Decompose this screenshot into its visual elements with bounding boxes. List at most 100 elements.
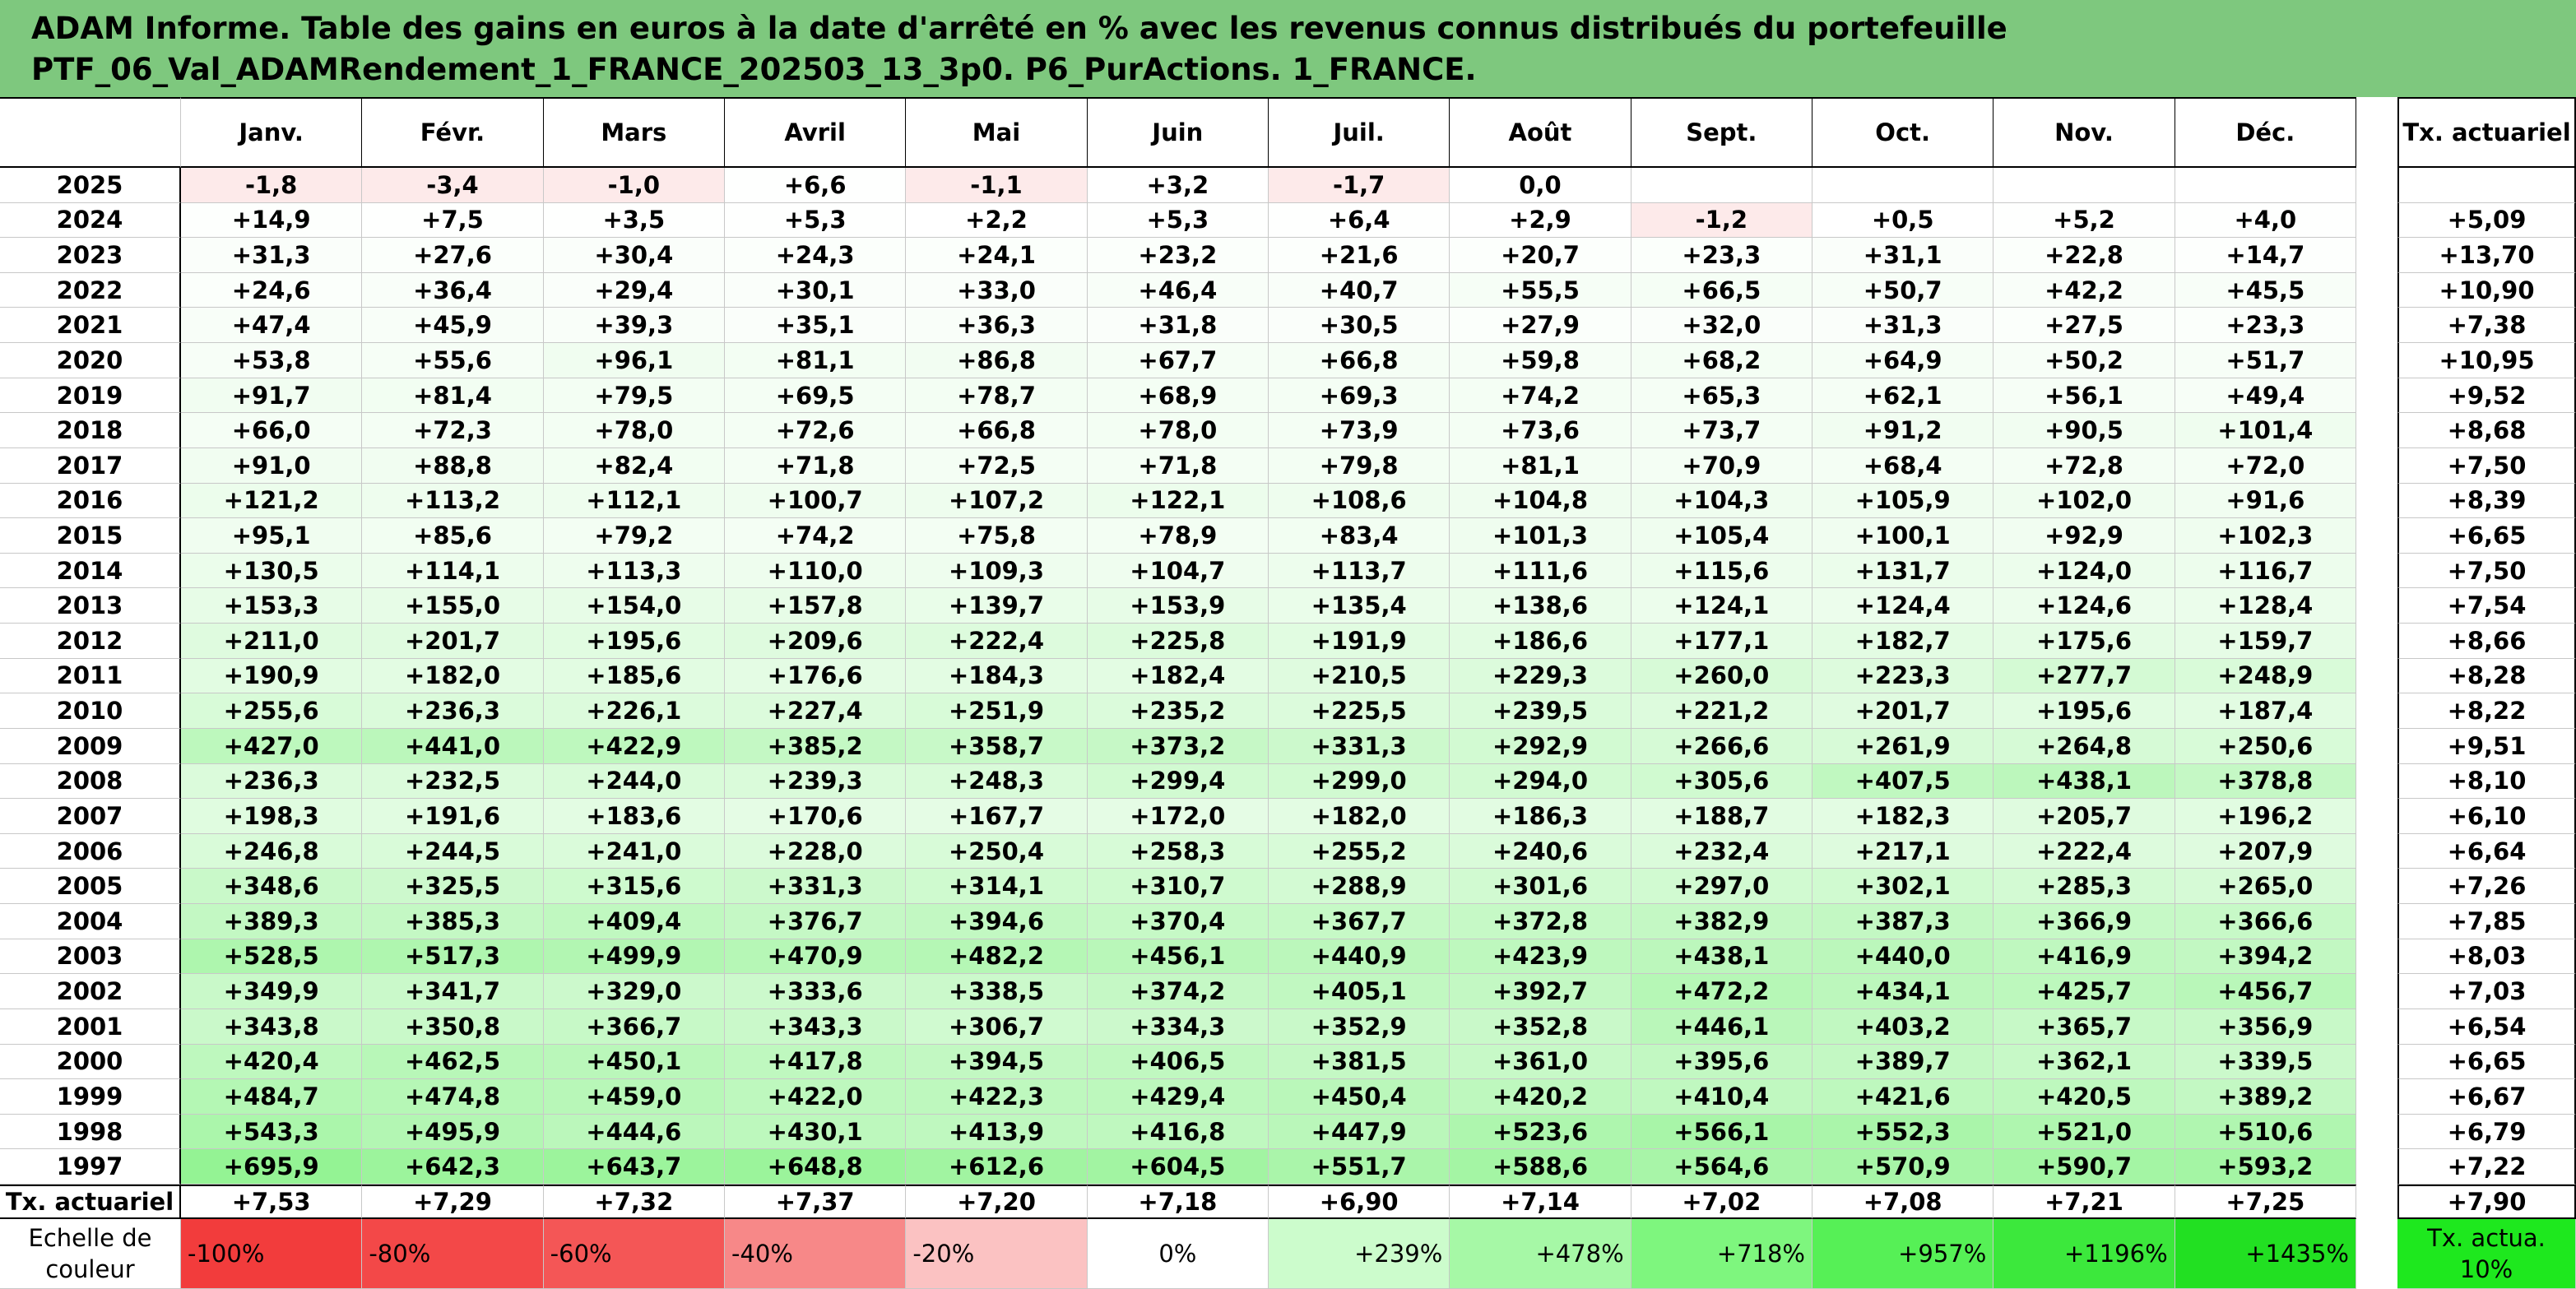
- value-cell: +66,5: [1631, 272, 1812, 308]
- value-cell: +72,8: [1993, 447, 2175, 484]
- rate-cell: +8,68: [2397, 413, 2576, 448]
- value-cell: +102,0: [1993, 483, 2175, 519]
- value-cell: +266,6: [1631, 728, 1812, 764]
- value-cell: +22,8: [1993, 238, 2175, 273]
- scale-cell: 0%: [1087, 1219, 1269, 1289]
- value-cell: +124,6: [1993, 588, 2175, 624]
- value-cell: +68,4: [1812, 447, 1994, 484]
- value-cell: +30,1: [725, 272, 907, 308]
- value-cell: +124,0: [1993, 553, 2175, 589]
- value-cell: +131,7: [1812, 553, 1994, 589]
- value-cell: +642,3: [362, 1149, 544, 1185]
- value-cell: +394,2: [2175, 939, 2356, 975]
- value-cell: +367,7: [1269, 904, 1450, 939]
- value-cell: +447,9: [1269, 1114, 1450, 1150]
- value-cell: +109,3: [906, 553, 1088, 589]
- value-cell: +240,6: [1450, 833, 1631, 869]
- value-cell: +135,4: [1269, 588, 1450, 624]
- value-cell: -1,8: [181, 168, 363, 203]
- value-cell: +417,8: [725, 1044, 907, 1080]
- value-cell: +42,2: [1993, 272, 2175, 308]
- year-cell: 2004: [0, 904, 181, 939]
- value-cell: +264,8: [1993, 728, 2175, 764]
- value-cell: +50,2: [1993, 343, 2175, 378]
- rate-cell: +7,54: [2397, 588, 2576, 624]
- value-cell: +299,0: [1269, 763, 1450, 800]
- value-cell: +352,9: [1269, 1008, 1450, 1045]
- scale-cell: +1196%: [1993, 1219, 2175, 1289]
- month-header: Juin: [1087, 97, 1269, 168]
- rate-cell: +6,67: [2397, 1079, 2576, 1115]
- value-cell: +239,3: [725, 763, 907, 800]
- value-cell: +0,5: [1812, 202, 1994, 239]
- value-cell: +30,4: [543, 238, 725, 273]
- value-cell: +186,3: [1450, 799, 1631, 834]
- month-header: Janv.: [181, 97, 363, 168]
- value-cell: +31,3: [1812, 308, 1994, 344]
- rate-cell: +6,65: [2397, 518, 2576, 554]
- value-cell: +209,6: [725, 624, 907, 659]
- value-cell: +305,6: [1631, 763, 1812, 800]
- value-cell: +422,9: [543, 728, 725, 764]
- month-header: Févr.: [362, 97, 544, 168]
- value-cell: +29,4: [543, 272, 725, 308]
- value-cell: +381,5: [1269, 1044, 1450, 1080]
- value-cell: +182,0: [1269, 799, 1450, 834]
- value-cell: +81,4: [362, 378, 544, 414]
- rate-cell: +6,64: [2397, 833, 2576, 869]
- value-cell: +236,3: [362, 693, 544, 729]
- summary-cell: +7,02: [1631, 1185, 1812, 1219]
- scale-cell: +239%: [1269, 1219, 1450, 1289]
- value-cell: +430,1: [725, 1114, 907, 1150]
- value-cell: +78,7: [906, 378, 1088, 414]
- value-cell: +394,6: [906, 904, 1088, 939]
- value-cell: +385,3: [362, 904, 544, 939]
- rate-cell: +13,70: [2397, 238, 2576, 273]
- value-cell: +66,8: [1269, 343, 1450, 378]
- value-cell: +47,4: [181, 308, 363, 344]
- value-cell: +438,1: [1631, 939, 1812, 975]
- value-cell: +416,9: [1993, 939, 2175, 975]
- value-cell: +552,3: [1812, 1114, 1994, 1150]
- value-cell: +551,7: [1269, 1149, 1450, 1185]
- year-cell: 2021: [0, 308, 181, 344]
- value-cell: +196,2: [2175, 799, 2356, 834]
- value-cell: +113,7: [1269, 553, 1450, 589]
- value-cell: +248,3: [906, 763, 1088, 800]
- value-cell: [1812, 168, 1994, 203]
- value-cell: +39,3: [543, 308, 725, 344]
- value-cell: +124,4: [1812, 588, 1994, 624]
- rate-cell: +10,95: [2397, 343, 2576, 378]
- value-cell: +444,6: [543, 1114, 725, 1150]
- value-cell: +68,2: [1631, 343, 1812, 378]
- value-cell: +310,7: [1087, 869, 1269, 905]
- value-cell: +389,2: [2175, 1079, 2356, 1115]
- title: ADAM Informe. Table des gains en euros à…: [31, 11, 2007, 46]
- value-cell: +190,9: [181, 658, 363, 694]
- value-cell: +91,0: [181, 447, 363, 484]
- value-cell: +246,8: [181, 833, 363, 869]
- value-cell: +420,5: [1993, 1079, 2175, 1115]
- value-cell: +56,1: [1993, 378, 2175, 414]
- value-cell: +373,2: [1087, 728, 1269, 764]
- rate-cell: +7,26: [2397, 869, 2576, 905]
- value-cell: +14,9: [181, 202, 363, 239]
- value-cell: +517,3: [362, 939, 544, 975]
- scale-cell: +957%: [1812, 1219, 1994, 1289]
- value-cell: +217,1: [1812, 833, 1994, 869]
- rate-cell: +8,66: [2397, 624, 2576, 659]
- value-cell: +338,5: [906, 974, 1088, 1009]
- value-cell: +187,4: [2175, 693, 2356, 729]
- value-cell: +306,7: [906, 1008, 1088, 1045]
- rate-cell: +6,10: [2397, 799, 2576, 834]
- rate-cell: +8,22: [2397, 693, 2576, 729]
- rate-cell: +9,52: [2397, 378, 2576, 414]
- value-cell: +188,7: [1631, 799, 1812, 834]
- value-cell: +228,0: [725, 833, 907, 869]
- rate-cell: +7,50: [2397, 447, 2576, 484]
- value-cell: +73,7: [1631, 413, 1812, 448]
- title-band: ADAM Informe. Table des gains en euros à…: [0, 0, 2576, 97]
- value-cell: +115,6: [1631, 553, 1812, 589]
- value-cell: +96,1: [543, 343, 725, 378]
- value-cell: +456,1: [1087, 939, 1269, 975]
